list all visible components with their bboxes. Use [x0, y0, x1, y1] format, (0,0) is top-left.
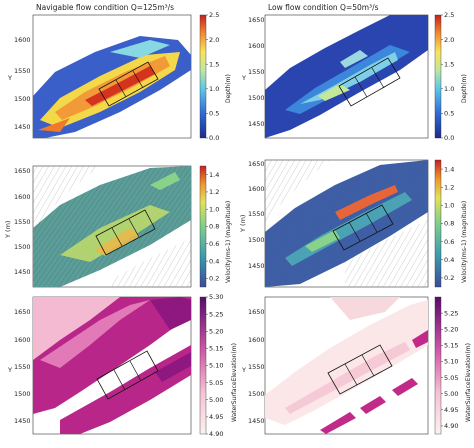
colorbar-tick-label: 0.2 — [444, 274, 454, 282]
panel-depth-navigable: Y 1600 1550 1500 1450 2.5 2.0 1.5 1.0 0.5 0.0… — [7, 11, 232, 142]
colorbar-tick-label: 0.5 — [209, 110, 219, 118]
colorbar-tick-label: 2.5 — [209, 11, 219, 19]
ytick-2-0-d: 1500 — [14, 390, 31, 398]
ytick-1-1-c: 1550 — [248, 210, 265, 218]
colorbar-tick-label: 5.00 — [444, 390, 458, 398]
ylabel-1-0: Y (m) — [4, 221, 12, 239]
colorbar-tick-label: 0.8 — [444, 220, 454, 228]
colorbar-tick-label: 0.6 — [209, 240, 219, 248]
colorbar-tick-label: 1.2 — [209, 188, 219, 196]
ytick-1-1-d: 1500 — [248, 236, 265, 244]
ytick-0-0-c: 1500 — [14, 95, 31, 103]
colorbar-tick-label: 0.2 — [209, 275, 219, 283]
ytick-0-0-a: 1600 — [14, 36, 31, 44]
colorbar-tick-label: 5.10 — [209, 362, 223, 370]
colorbar-tick-label: 1.2 — [444, 183, 454, 191]
colorbar-tick-label: 0.8 — [209, 223, 219, 231]
colorbar-tick-label: 5.25 — [444, 309, 458, 317]
colorbar-tick-label: 5.20 — [209, 327, 223, 335]
colorbar-tick-label: 0.5 — [444, 110, 454, 118]
panel-wse-navigable: Y 1650 1600 1550 1500 1450 5.30 5.25 5.20 5… — [7, 293, 238, 438]
colorbar-2-1 — [434, 296, 442, 435]
colorbar-tick-label: 0.4 — [444, 256, 454, 264]
ytick-2-1-b: 1600 — [248, 336, 265, 344]
colorbar-tick-label: 5.15 — [209, 345, 223, 353]
colorbar-tick-label: 1.5 — [444, 60, 454, 68]
colorbar-tick-label: 4.95 — [444, 406, 458, 414]
ytick-0-1-e: 1450 — [248, 120, 265, 128]
colorbar-tick-label: 2.0 — [209, 36, 219, 44]
ylabel-0-1: Y — [241, 74, 246, 82]
colorbar-tick-label: 1.0 — [209, 85, 219, 93]
colorbar-tick-label: 4.95 — [209, 413, 223, 421]
ytick-0-1-a: 1650 — [248, 16, 265, 24]
colorbar-tick-label: 0.0 — [444, 134, 454, 142]
ytick-0-0-d: 1450 — [14, 123, 31, 131]
colorbar-tick-label: 5.20 — [444, 325, 458, 333]
colorbar-tick-label: 1.0 — [209, 205, 219, 213]
colorbar-label-0-0: Depth(m) — [225, 74, 232, 103]
ytick-1-1-b: 1600 — [248, 185, 265, 193]
ylabel-2-0: Y — [7, 366, 12, 374]
ytick-0-0-b: 1550 — [14, 67, 31, 75]
ytick-1-0-b: 1600 — [14, 193, 31, 201]
colorbar-tick-label: 5.05 — [444, 374, 458, 382]
colorbar-2-0 — [199, 296, 207, 435]
ytick-1-1-e: 1450 — [248, 262, 265, 270]
colorbar-0-0 — [199, 14, 207, 139]
colorbar-tick-label: 4.90 — [209, 430, 223, 438]
colorbar-label-1-0: Velocity(ms-1) (magnitude) — [225, 201, 232, 283]
ytick-1-0-c: 1550 — [14, 218, 31, 226]
colorbar-label-2-1: WaterSurfaceElevation(m) — [465, 343, 472, 422]
colorbar-tick-label: 2.5 — [444, 11, 454, 19]
title-right: Low flow condition Q=50m³/s — [268, 3, 379, 12]
colorbar-tick-label: 0.0 — [209, 134, 219, 142]
colorbar-tick-label: 5.00 — [209, 396, 223, 404]
ytick-2-1-c: 1550 — [248, 363, 265, 371]
panel-wse-low: Y 1650 1600 1550 1500 1450 5.25 5.20 5.15 5… — [241, 296, 472, 435]
colorbar-tick-label: 2.0 — [444, 36, 454, 44]
colorbar-tick-label: 1.4 — [209, 171, 219, 179]
colorbar-0-1 — [434, 14, 442, 139]
ytick-1-0-e: 1450 — [14, 268, 31, 276]
ytick-0-1-d: 1500 — [248, 94, 265, 102]
colorbar-tick-label: 5.30 — [209, 293, 223, 301]
ytick-2-0-e: 1450 — [14, 417, 31, 425]
colorbar-tick-label: 1.4 — [444, 165, 454, 173]
ytick-1-0-a: 1650 — [14, 167, 31, 175]
colorbar-tick-label: 5.10 — [444, 358, 458, 366]
colorbar-label-1-1: Velocity(ms-1) (magnitude) — [461, 201, 468, 283]
colorbar-label-0-1: Depth(m) — [461, 74, 468, 103]
colorbar-tick-label: 5.05 — [209, 379, 223, 387]
ytick-1-0-d: 1500 — [14, 243, 31, 251]
colorbar-tick-label: 0.4 — [209, 257, 219, 265]
ytick-2-0-c: 1550 — [14, 363, 31, 371]
ytick-2-0-b: 1600 — [14, 336, 31, 344]
ylabel-0-0: Y — [7, 74, 12, 82]
colorbar-tick-label: 5.25 — [209, 310, 223, 318]
ytick-2-1-a: 1650 — [248, 308, 265, 316]
ytick-0-1-c: 1550 — [248, 68, 265, 76]
colorbar-tick-label: 4.90 — [444, 422, 458, 430]
ytick-2-1-e: 1450 — [248, 417, 265, 425]
panel-depth-low: Y 1650 1600 1550 1500 1450 2.5 2.0 1.5 1.0 0… — [241, 11, 468, 142]
ylabel-2-1: Y — [241, 366, 246, 374]
ylabel-1-1: Y (m) — [239, 215, 247, 233]
colorbar-tick-label: 1.0 — [444, 202, 454, 210]
ytick-2-0-a: 1650 — [14, 308, 31, 316]
colorbar-tick-label: 1.5 — [209, 60, 219, 68]
colorbar-tick-label: 5.15 — [444, 342, 458, 350]
colorbar-tick-label: 1.0 — [444, 85, 454, 93]
ytick-1-1-a: 1650 — [248, 160, 265, 168]
ytick-2-1-d: 1500 — [248, 390, 265, 398]
colorbar-1-1 — [434, 159, 442, 288]
colorbar-tick-label: 0.6 — [444, 238, 454, 246]
colorbar-1-0 — [199, 165, 207, 288]
panel-velocity-low: Y (m) 1650 1600 1550 1500 1450 1.4 1.2 1.0… — [239, 159, 468, 288]
panel-velocity-navigable: Y (m) 1650 1600 1550 1500 1450 1.4 1.2 1.0… — [4, 165, 232, 288]
title-left: Navigable flow condition Q=125m³/s — [36, 3, 174, 12]
ytick-0-1-b: 1600 — [248, 42, 265, 50]
colorbar-label-2-0: WaterSurfaceElevation(m) — [231, 343, 238, 422]
